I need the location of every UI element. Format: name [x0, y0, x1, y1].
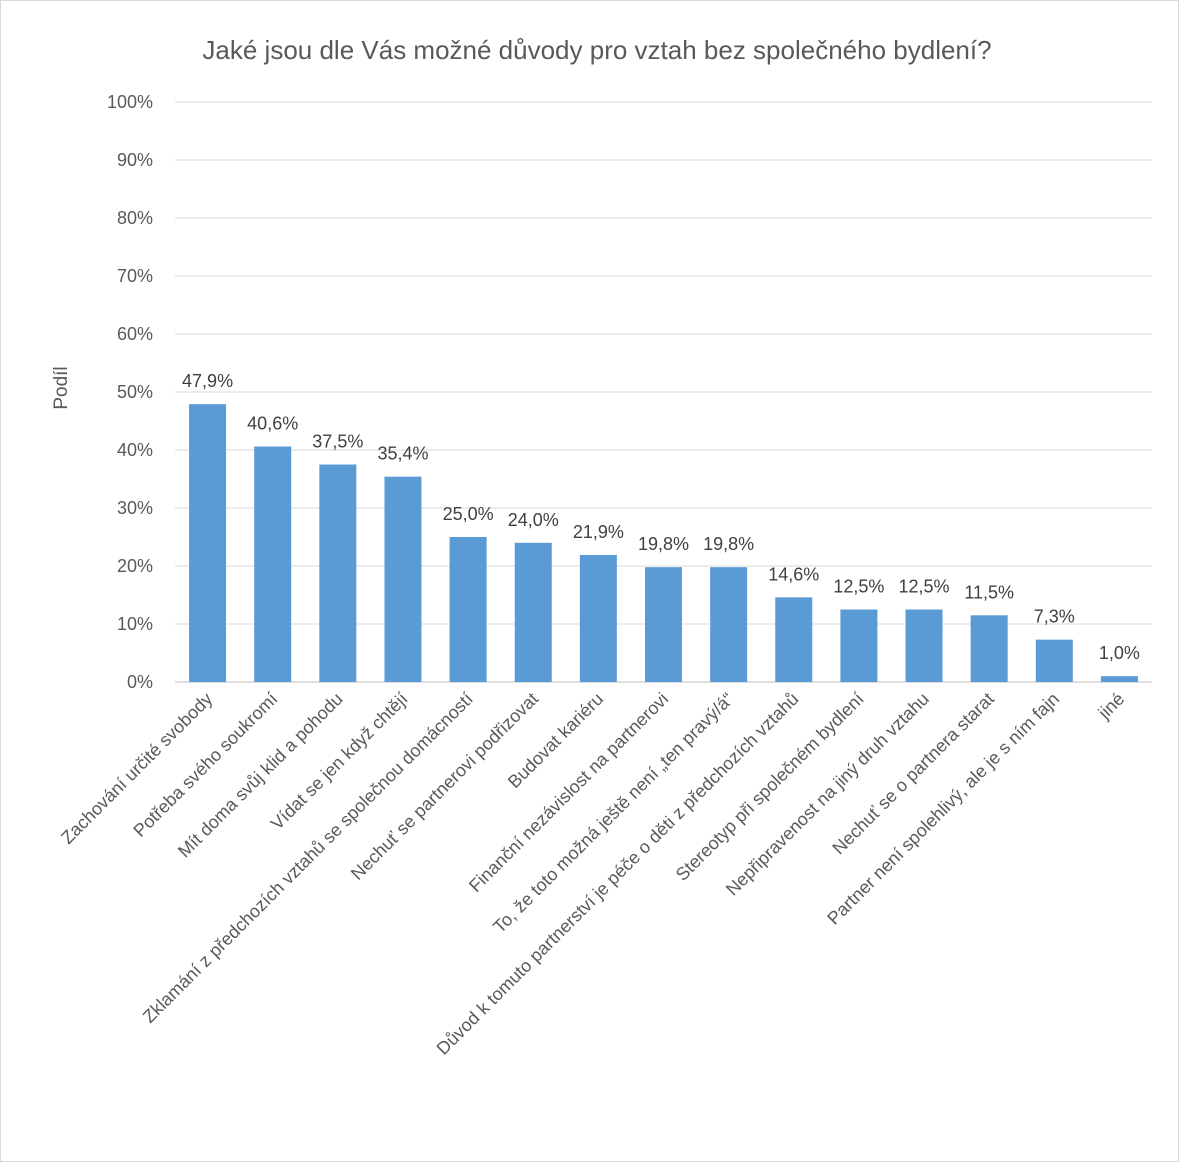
chart-title: Jaké jsou dle Vás možné důvody pro vztah… [202, 35, 991, 65]
y-tick-label: 40% [117, 440, 153, 460]
data-label: 12,5% [899, 577, 950, 597]
category-label: jiné [1094, 689, 1129, 724]
y-tick-label: 60% [117, 324, 153, 344]
bar [710, 567, 748, 682]
data-label: 19,8% [638, 534, 689, 554]
bars [189, 404, 1138, 682]
y-tick-label: 90% [117, 150, 153, 170]
bar [1035, 639, 1073, 682]
data-label: 12,5% [833, 577, 884, 597]
bar [189, 404, 227, 682]
y-tick-label: 100% [107, 92, 153, 112]
bar [254, 446, 292, 682]
category-label: Partner není spolehlivý, ale je s ním fa… [823, 689, 1063, 929]
data-label: 47,9% [182, 371, 233, 391]
data-label: 37,5% [312, 432, 363, 452]
y-tick-label: 30% [117, 498, 153, 518]
data-label: 35,4% [377, 444, 428, 464]
data-label: 24,0% [508, 510, 559, 530]
data-label: 1,0% [1099, 643, 1140, 663]
y-tick-label: 10% [117, 614, 153, 634]
data-label: 25,0% [443, 504, 494, 524]
data-label: 7,3% [1034, 607, 1075, 627]
bar [449, 537, 487, 682]
y-axis-ticks: 0% 10% 20% 30% 40% 50% 60% 70% 80% 90% 100% [107, 92, 153, 692]
bar [514, 542, 552, 682]
bar [384, 476, 422, 682]
data-label: 40,6% [247, 414, 298, 434]
category-label: To, že toto možná ještě není „ten pravý/… [489, 689, 737, 937]
data-label: 19,8% [703, 534, 754, 554]
y-tick-label: 0% [127, 672, 153, 692]
data-labels: 47,9% 40,6% 37,5% 35,4% 25,0% 24,0% 21,9% 19,8%… [182, 371, 1140, 663]
bar [905, 609, 943, 682]
bar [1100, 676, 1138, 682]
bar [319, 464, 357, 682]
bar [579, 554, 617, 682]
bar [645, 567, 682, 682]
y-tick-label: 20% [117, 556, 153, 576]
y-axis-label: Podíl [51, 366, 72, 409]
bar [970, 615, 1008, 682]
y-tick-label: 50% [117, 382, 153, 402]
y-tick-label: 70% [117, 266, 153, 286]
bar [775, 597, 813, 682]
data-label: 21,9% [573, 522, 624, 542]
y-tick-label: 80% [117, 208, 153, 228]
data-label: 14,6% [768, 564, 819, 584]
data-label: 11,5% [964, 582, 1014, 602]
bar [840, 609, 878, 682]
